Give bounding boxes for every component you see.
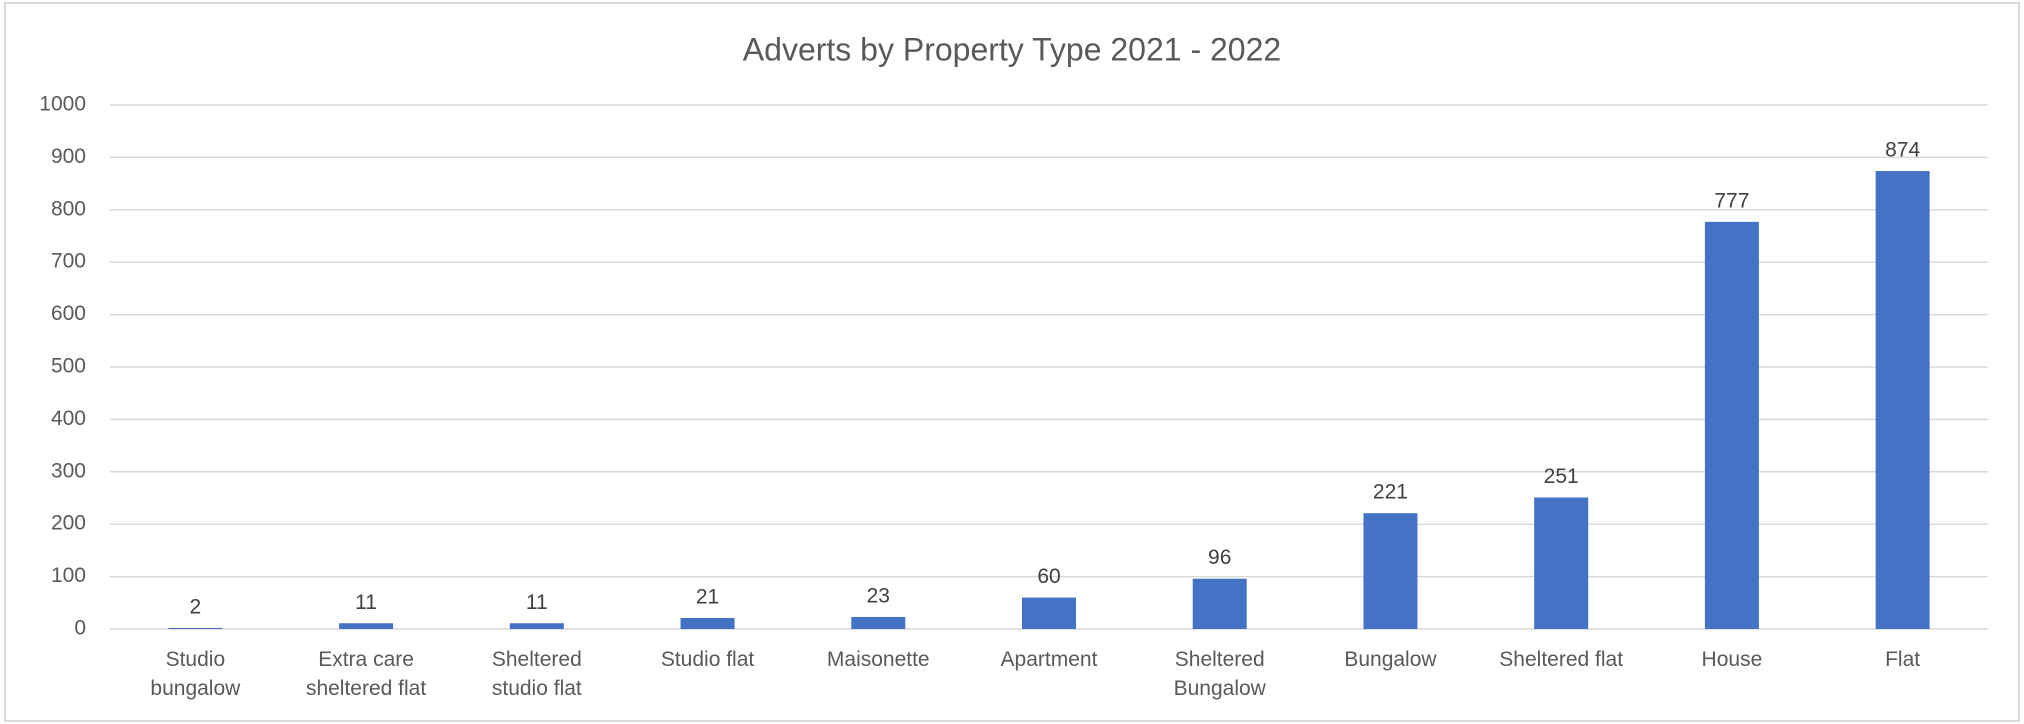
y-tick-label: 200 — [51, 512, 86, 535]
data-label: 221 — [1373, 481, 1408, 504]
bar — [168, 627, 223, 629]
x-tick-label: Studio bungalow — [150, 648, 241, 700]
data-label: 96 — [1208, 546, 1231, 569]
chart-border — [4, 2, 2020, 722]
data-label: 874 — [1885, 139, 1920, 162]
data-label: 251 — [1544, 465, 1579, 488]
x-tick-label: Sheltered flat — [1499, 648, 1624, 671]
y-tick-label: 700 — [51, 250, 86, 273]
bar — [1704, 221, 1759, 630]
data-label: 777 — [1714, 189, 1749, 212]
data-label: 11 — [355, 591, 377, 614]
y-tick-label: 1000 — [39, 93, 86, 116]
x-tick-label: Maisonette — [826, 648, 930, 671]
y-tick-label: 0 — [74, 617, 86, 640]
bar — [1022, 597, 1076, 629]
y-tick-label: 500 — [51, 355, 86, 378]
x-tick-label: Flat — [1885, 648, 1921, 671]
data-label: 11 — [526, 591, 548, 614]
y-tick-label: 300 — [51, 459, 86, 482]
x-tick-label: Apartment — [1000, 648, 1098, 671]
y-tick-label: 400 — [51, 407, 86, 430]
y-tick-label: 900 — [51, 145, 86, 168]
bar — [509, 623, 564, 629]
chart-title: Adverts by Property Type 2021 - 2022 — [743, 31, 1281, 67]
data-label: 21 — [696, 586, 719, 609]
x-tick-label: Extra care sheltered flat — [305, 648, 427, 700]
y-tick-label: 800 — [51, 197, 86, 220]
x-tick-label: Studio flat — [660, 648, 755, 671]
data-label: 2 — [190, 595, 202, 618]
bar — [1363, 513, 1418, 629]
bar — [1875, 171, 1930, 630]
y-tick-label: 600 — [51, 302, 86, 325]
x-tick-label: Sheltered Bungalow — [1173, 648, 1266, 700]
bar — [339, 623, 394, 629]
data-label: 23 — [867, 584, 890, 607]
x-tick-label: Sheltered studio flat — [491, 648, 582, 700]
bar — [680, 617, 735, 629]
bar — [1192, 578, 1247, 629]
y-tick-label: 100 — [51, 564, 86, 587]
data-label: 60 — [1037, 565, 1060, 588]
x-tick-label: House — [1701, 648, 1763, 671]
bar — [851, 616, 906, 629]
x-tick-label: Bungalow — [1344, 648, 1437, 671]
bar — [1534, 497, 1589, 629]
